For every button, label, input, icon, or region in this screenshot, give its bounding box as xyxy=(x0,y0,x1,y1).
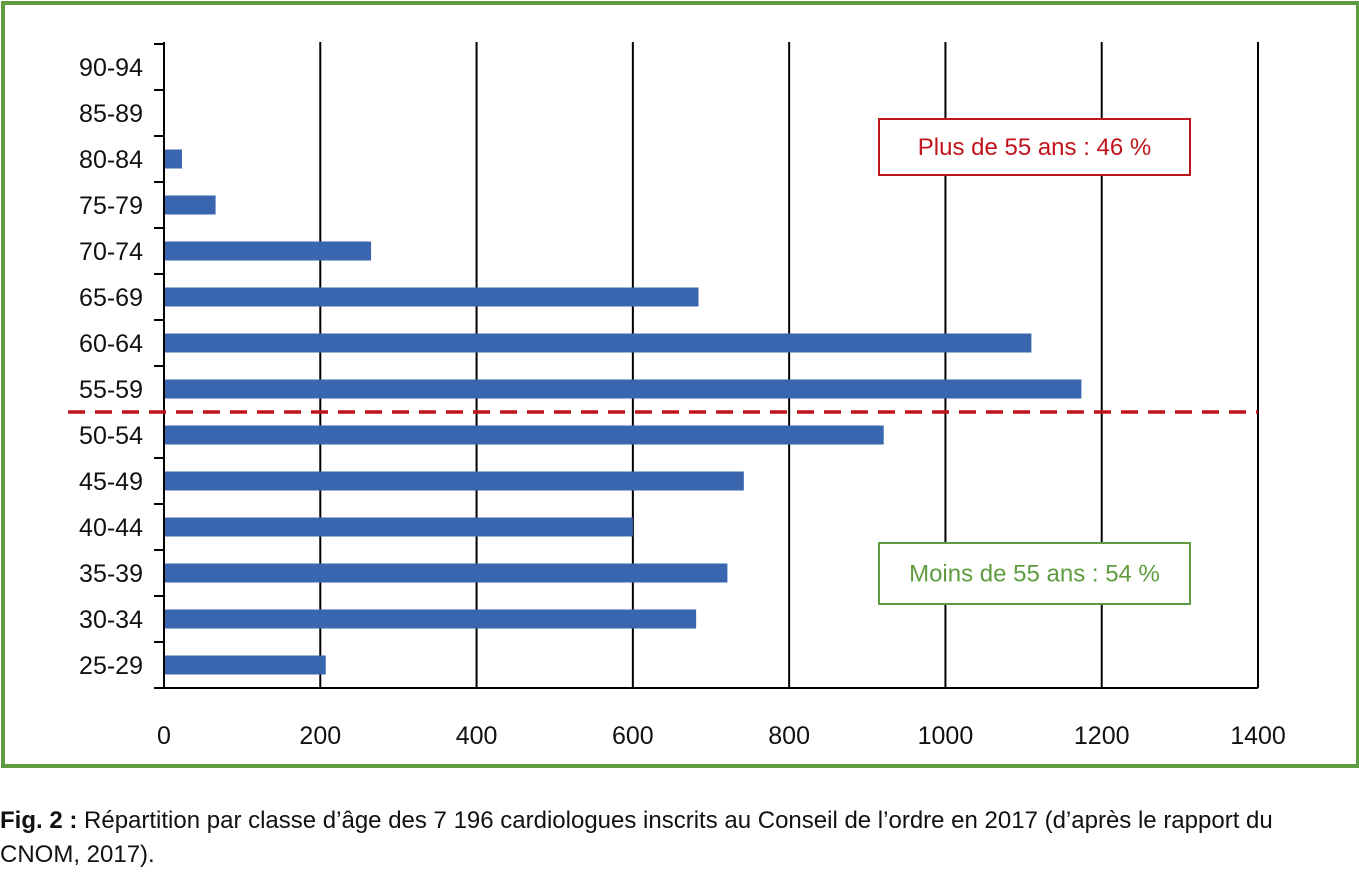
bar-50-54 xyxy=(164,425,884,445)
y-axis xyxy=(154,42,1258,689)
y-tick-label-65-69: 65-69 xyxy=(79,284,143,312)
annotation-under-55-box xyxy=(878,542,1191,605)
annotation-over-55: Plus de 55 ans : 46 % xyxy=(878,118,1191,176)
y-tick-labels: 25-29 30-34 35-39 40-44 45-49 50-54 55-59 60-64… xyxy=(79,54,143,680)
x-tick-label-600: 600 xyxy=(612,722,654,750)
y-tick-label-30-34: 30-34 xyxy=(79,606,143,634)
annotation-over-55-text: Plus de 55 ans : 46 % xyxy=(918,134,1151,161)
bar-30-34 xyxy=(164,609,697,629)
figure-caption: Fig. 2 : Répartition par classe d’âge de… xyxy=(0,804,1359,872)
y-tick-label-90-94: 90-94 xyxy=(79,54,143,82)
bar-60-64 xyxy=(164,333,1032,353)
bar-35-39 xyxy=(164,563,728,583)
x-tick-label-1200: 1200 xyxy=(1074,722,1130,750)
bar-70-74 xyxy=(164,241,372,261)
x-tick-label-1000: 1000 xyxy=(918,722,974,750)
bars xyxy=(164,149,1082,675)
y-tick-label-75-79: 75-79 xyxy=(79,192,143,220)
y-tick-label-40-44: 40-44 xyxy=(79,514,143,542)
y-tick-label-85-89: 85-89 xyxy=(79,100,143,128)
x-tick-label-0: 0 xyxy=(157,722,171,750)
y-tick-label-60-64: 60-64 xyxy=(79,330,143,358)
bar-65-69 xyxy=(164,287,699,307)
y-tick-label-55-59: 55-59 xyxy=(79,376,143,404)
caption-text: Répartition par classe d’âge des 7 196 c… xyxy=(0,807,1273,868)
bar-45-49 xyxy=(164,471,744,491)
x-tick-labels: 0 200 400 600 800 1000 1200 1400 xyxy=(157,722,1286,750)
annotation-under-55: Moins de 55 ans : 54 % xyxy=(878,542,1191,605)
bar-75-79 xyxy=(164,195,216,215)
y-tick-label-70-74: 70-74 xyxy=(79,238,143,266)
figure-frame xyxy=(1,1,1359,768)
x-tick-label-200: 200 xyxy=(299,722,341,750)
bar-40-44 xyxy=(164,517,633,537)
y-tick-label-35-39: 35-39 xyxy=(79,560,143,588)
y-tick-label-50-54: 50-54 xyxy=(79,422,143,450)
bar-chart: 25-29 30-34 35-39 40-44 45-49 50-54 55-59 60-64… xyxy=(68,42,1286,750)
caption-prefix: Fig. 2 : xyxy=(0,807,78,834)
x-tick-label-400: 400 xyxy=(456,722,498,750)
x-tick-label-800: 800 xyxy=(768,722,810,750)
y-tick-label-80-84: 80-84 xyxy=(79,146,143,174)
x-tick-label-1400: 1400 xyxy=(1230,722,1286,750)
y-tick-label-25-29: 25-29 xyxy=(79,652,143,680)
bar-25-29 xyxy=(164,655,326,675)
y-tick-label-45-49: 45-49 xyxy=(79,468,143,496)
bar-55-59 xyxy=(164,379,1082,399)
annotation-over-55-box xyxy=(878,118,1191,176)
bar-80-84 xyxy=(164,149,182,169)
annotation-under-55-text: Moins de 55 ans : 54 % xyxy=(909,561,1160,588)
